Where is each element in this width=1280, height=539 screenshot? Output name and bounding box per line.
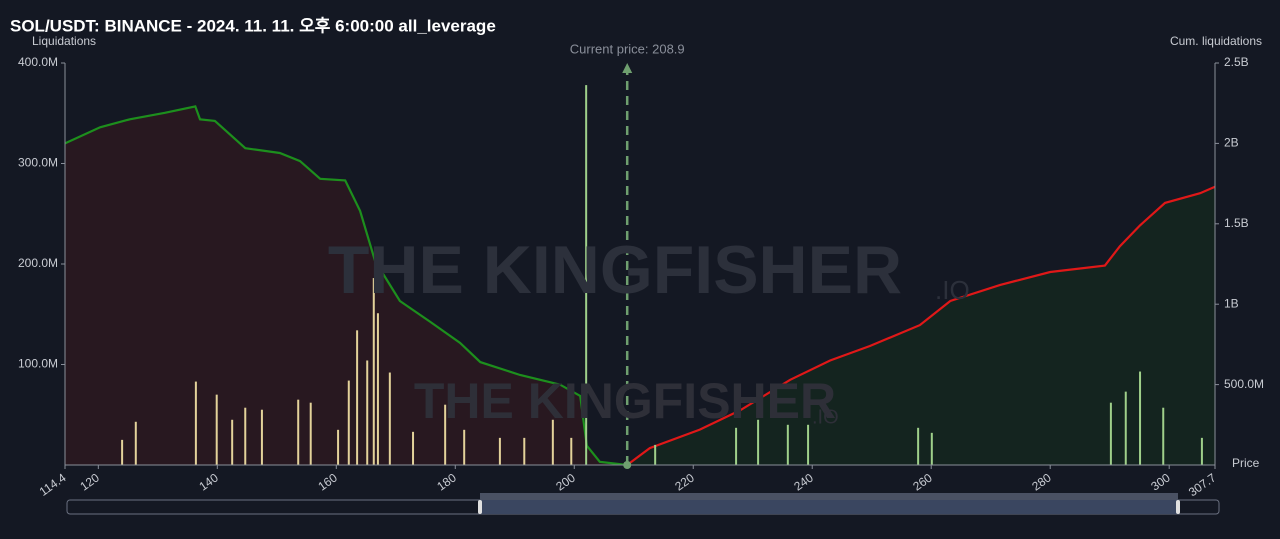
watermark: THE KINGFISHER .IO THE KINGFISHER .IO [328,232,970,429]
plot: 100.0M 200.0M 300.0M 400.0M 500.0M 1B 1.5B 2B 2.… [18,41,1264,499]
bar [786,424,789,465]
bar [356,330,359,465]
slider-bar[interactable] [480,493,1178,500]
watermark-suffix: .IO [812,406,839,428]
y-axis-title: Liquidations [32,34,96,48]
bar [231,419,234,465]
bar [735,427,738,465]
y-tick-label: 200.0M [18,256,58,270]
chart-title: SOL/USDT: BINANCE - 2024. 11. 11. 오후 6:0… [10,15,496,35]
watermark-suffix: .IO [935,275,970,305]
bar [1124,391,1127,465]
current-price-label: Current price: 208.9 [570,41,685,56]
bar [585,85,588,466]
bar [1200,437,1203,465]
bar [309,402,312,465]
bar [463,429,466,465]
line [626,185,1216,466]
bar [244,407,247,465]
bar [412,431,415,465]
watermark-text: THE KINGFISHER [414,373,836,429]
bar [376,313,379,465]
slider-handle[interactable] [1176,500,1180,514]
bar [1139,371,1142,465]
bar [134,421,137,465]
bar [930,432,933,465]
y-tick-label: 400.0M [18,55,58,69]
y-tick-label: 100.0M [18,357,58,371]
bar [215,394,218,465]
bar [807,424,810,465]
bar [388,372,391,465]
bar [260,409,263,465]
bar [444,404,447,465]
bar [551,419,554,465]
bar [366,360,369,465]
slider-window[interactable] [480,500,1178,514]
y2-tick-label: 500.0M [1224,377,1264,391]
current-price-dot [623,461,632,469]
slider-handle[interactable] [478,500,482,514]
line [64,105,628,467]
bar [757,419,760,465]
area [65,106,628,466]
y2-tick-label: 2.5B [1224,55,1249,69]
x-axis-title: Price [1232,456,1260,470]
bar [372,278,375,465]
watermark-text: THE KINGFISHER [328,232,902,308]
bar [1162,407,1165,465]
bar [917,427,920,465]
bar [523,437,526,465]
bar [498,437,501,465]
zoom-slider[interactable] [66,493,1220,515]
area [627,186,1215,466]
current-price-arrow [622,63,633,73]
bar [297,399,300,465]
y2-axis-title: Cum. liquidations [1170,34,1262,48]
y2-tick-label: 2B [1224,136,1239,150]
bar [194,381,197,465]
bar [570,437,573,465]
bar [347,380,350,465]
y-tick-label: 300.0M [18,156,58,170]
bar [1109,402,1112,465]
bar [337,429,340,465]
bar [654,444,657,465]
y2-tick-label: 1B [1224,296,1239,310]
bar [121,439,124,465]
y2-tick-label: 1.5B [1224,216,1249,230]
